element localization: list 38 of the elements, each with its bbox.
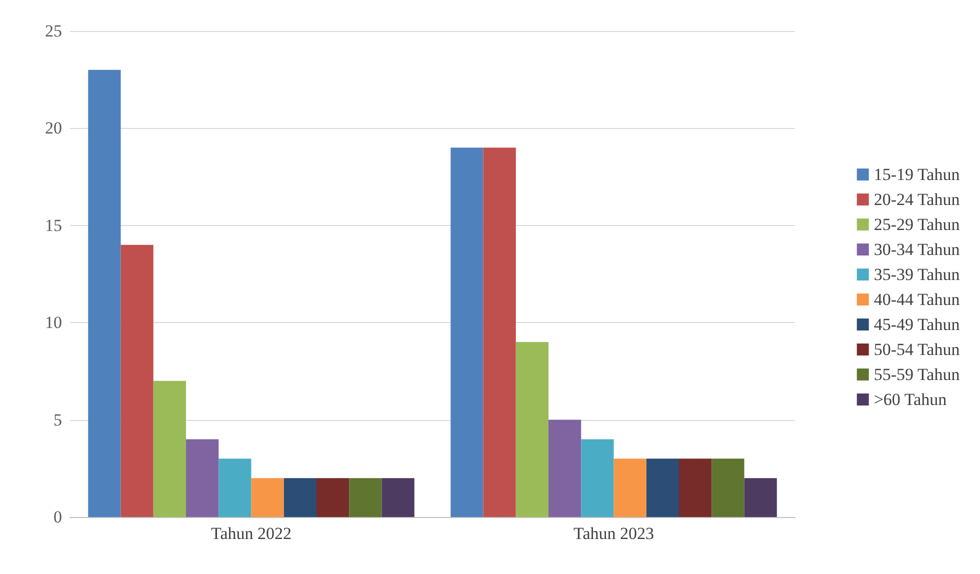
x-tick-label: Tahun 2022: [211, 524, 292, 543]
y-tick-label: 0: [54, 508, 62, 526]
bar: [548, 420, 582, 517]
bar: [251, 478, 284, 517]
legend-label: 35-39 Tahun: [874, 265, 960, 284]
bar: [516, 342, 548, 517]
bar: [88, 70, 121, 517]
bar: [483, 148, 516, 517]
legend-label: 40-44 Tahun: [874, 290, 960, 309]
bar: [382, 478, 414, 517]
bar: [614, 458, 646, 517]
legend-label: 20-24 Tahun: [874, 190, 960, 209]
bar: [316, 478, 350, 517]
bar: [186, 439, 219, 517]
y-tick-label: 5: [54, 410, 62, 430]
y-tick-label: 25: [45, 22, 62, 40]
legend-label: 25-29 Tahun: [874, 215, 960, 234]
legend-label: 30-34 Tahun: [874, 240, 960, 259]
y-tick-label: 10: [45, 313, 62, 332]
bar: [744, 478, 777, 517]
bar: [349, 478, 382, 517]
legend-label: 55-59 Tahun: [874, 365, 960, 384]
legend-label: >60 Tahun: [874, 390, 948, 409]
legend-label: 15-19 Tahun: [874, 165, 960, 184]
bar: [450, 148, 484, 517]
legend-label: 50-54 Tahun: [874, 340, 960, 359]
y-tick-label: 15: [45, 216, 62, 235]
bar: [284, 478, 316, 517]
bar: [120, 244, 154, 517]
x-tick-label: Tahun 2023: [574, 524, 654, 543]
bar: [218, 458, 252, 517]
y-tick-label: 20: [45, 118, 62, 138]
bar: [581, 439, 614, 517]
bar: [712, 458, 744, 517]
bar: [646, 458, 679, 517]
bar: [153, 380, 186, 517]
legend-label: 45-49 Tahun: [874, 315, 960, 334]
bar: [679, 458, 712, 517]
